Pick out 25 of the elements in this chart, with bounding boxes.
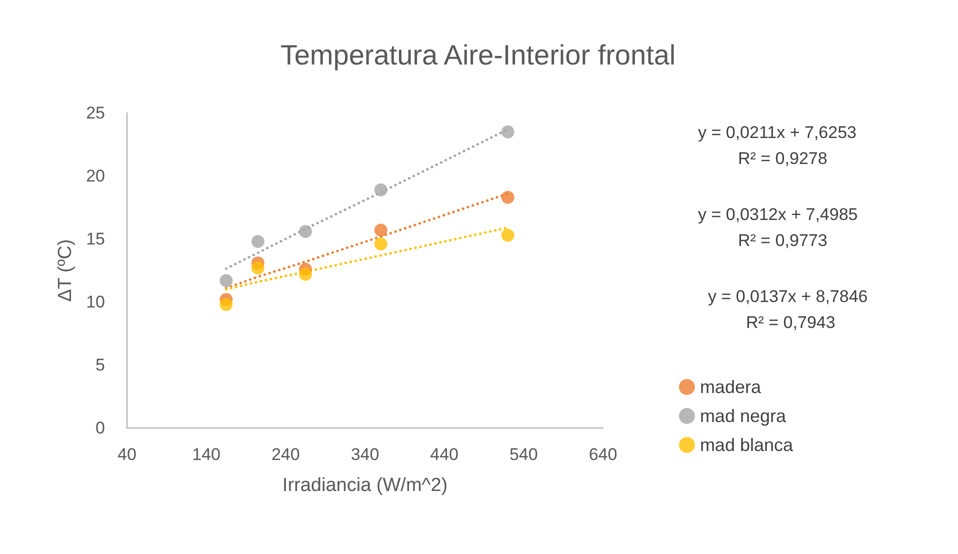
y-tick-label: 5	[96, 356, 105, 374]
y-tick-label: 20	[86, 166, 105, 186]
x-tick-label: 540	[509, 445, 538, 464]
y-tick-label: 0	[96, 418, 105, 438]
text: y = 0,0137x + 8,7846	[708, 287, 868, 306]
y-tick-label: 10	[86, 292, 105, 312]
x-tick-label: 340	[350, 445, 380, 464]
legend-label: mad negra	[700, 406, 787, 426]
chart-title: Temperatura Aire-Interior frontal	[280, 40, 676, 70]
x-tick-label: 40	[118, 445, 136, 464]
legend-label: madera	[700, 377, 762, 397]
x-tick-label: 140	[192, 445, 221, 464]
x-tick-label: 640	[588, 445, 618, 464]
y-tick-label: 15	[86, 230, 105, 248]
text: R² = 0,7943	[746, 313, 836, 332]
legend-label: mad blanca	[700, 435, 794, 455]
text: R² = 0,9278	[738, 149, 828, 168]
x-tick-label: 240	[271, 445, 300, 464]
text: R² = 0,9773	[738, 231, 828, 250]
y-tick-label: 25	[86, 104, 105, 122]
x-axis-title: Irradiancia (W/m^2)	[282, 475, 448, 496]
y-axis-title: ΔT (ºC)	[55, 239, 76, 302]
text: y = 0,0312x + 7,4985	[698, 205, 858, 224]
x-tick-label: 440	[430, 445, 459, 464]
text: y = 0,0211x + 7,6253	[698, 123, 856, 142]
